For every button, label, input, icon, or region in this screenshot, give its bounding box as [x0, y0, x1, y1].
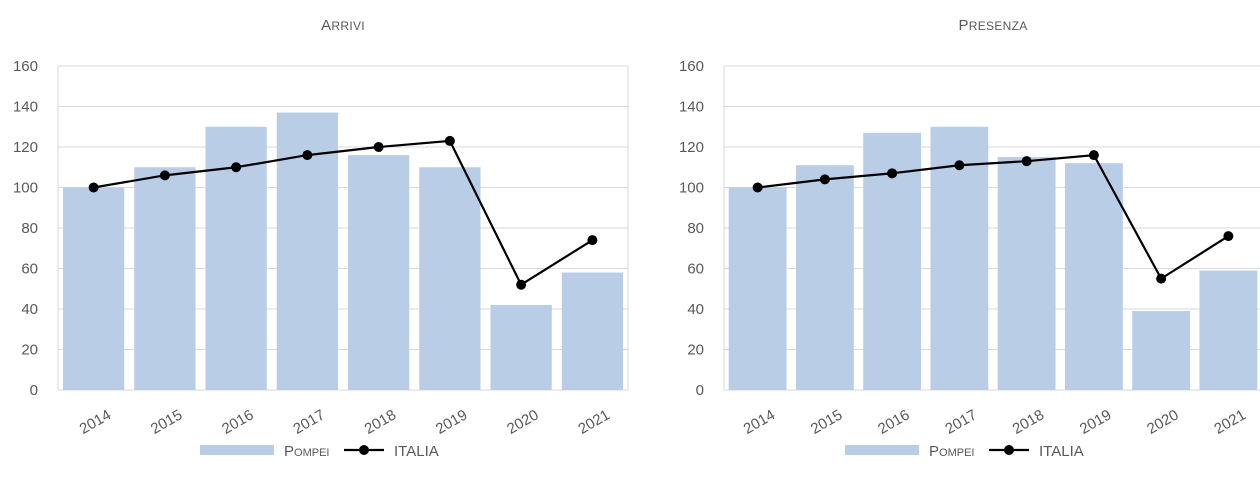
y-tick-label: 160: [13, 58, 38, 75]
legend-bar-swatch: [200, 445, 274, 455]
y-tick-label: 100: [679, 180, 704, 197]
legend-line-label: ITALIA: [394, 443, 439, 460]
bar: [1064, 163, 1123, 390]
x-tick-label: 2019: [1077, 406, 1114, 437]
bar: [62, 187, 125, 390]
line-point: [88, 182, 99, 193]
x-tick-label: 2020: [1144, 406, 1181, 437]
y-tick-label: 20: [21, 342, 38, 359]
line-point: [231, 162, 242, 173]
chart-2: PRESENZA 0 20 40 60 80 100 120 140 160 2014 2015 201…: [679, 17, 1260, 460]
bar: [1199, 270, 1258, 390]
bar: [419, 167, 481, 390]
y-tick-label: 60: [21, 261, 38, 278]
line-point: [954, 160, 965, 171]
y-tick-label: 140: [13, 99, 38, 116]
y-tick-label: 80: [687, 220, 704, 237]
bar: [134, 167, 196, 390]
legend-bar-swatch: [845, 445, 919, 455]
bar: [997, 157, 1056, 390]
y-tick-label: 60: [687, 261, 704, 278]
y-tick-label: 100: [13, 180, 38, 197]
x-tick-label: 2014: [77, 406, 114, 437]
y-tick-label: 120: [679, 139, 704, 156]
chart-1: ARRIVI 0 20 40 60 80 100 120 140 160 2014 2015 2016 2…: [13, 17, 629, 460]
x-tick-label: 2015: [148, 406, 185, 437]
x-tick-label: 2017: [942, 406, 979, 437]
line-point: [444, 135, 455, 146]
x-tick-label: 2020: [504, 406, 541, 437]
line-point: [887, 168, 898, 179]
line-point: [516, 279, 527, 290]
y-tick-label: 0: [696, 382, 704, 399]
line-point: [373, 142, 384, 152]
line-point: [1088, 150, 1099, 161]
x-tick-label: 2021: [575, 406, 612, 437]
y-tick-label: 0: [30, 382, 38, 399]
y-tick-label: 20: [687, 342, 704, 359]
line-point: [1223, 231, 1234, 242]
chart-title: ARRIVI: [321, 17, 365, 34]
legend-bar-label: POMPEI: [929, 443, 974, 460]
legend-line-marker: [1004, 445, 1014, 455]
x-tick-label: 2018: [362, 406, 399, 437]
line-point: [1021, 156, 1032, 167]
y-tick-label: 40: [21, 301, 38, 318]
y-tick-label: 160: [679, 58, 704, 75]
chart-title: PRESENZA: [958, 17, 1027, 34]
line-point: [587, 235, 598, 246]
x-tick-label: 2015: [808, 406, 845, 437]
bar: [1132, 311, 1191, 390]
bar: [728, 187, 787, 390]
legend-line-marker: [359, 445, 369, 455]
bar: [930, 126, 989, 390]
y-tick-label: 40: [687, 301, 704, 318]
x-tick-label: 2019: [433, 406, 470, 437]
line-point: [752, 182, 763, 193]
x-tick-label: 2016: [219, 406, 256, 437]
y-tick-label: 80: [21, 220, 38, 237]
series-line-italia: [757, 153, 1229, 281]
bar: [490, 304, 552, 390]
y-tick-label: 140: [679, 99, 704, 116]
legend-bar-label: POMPEI: [284, 443, 329, 460]
line-point: [159, 170, 170, 181]
bar: [561, 272, 624, 390]
x-tick-label: 2017: [290, 406, 327, 437]
bar: [795, 165, 854, 390]
x-tick-label: 2016: [875, 406, 912, 437]
x-tick-label: 2014: [741, 406, 778, 437]
line-point: [302, 150, 313, 161]
y-tick-label: 120: [13, 139, 38, 156]
bar: [347, 155, 410, 390]
line-point: [819, 174, 830, 185]
x-tick-label: 2018: [1010, 406, 1047, 437]
legend-line-label: ITALIA: [1039, 443, 1084, 460]
line-point: [1156, 273, 1167, 284]
x-tick-label: 2021: [1211, 406, 1248, 437]
series-line-italia: [93, 139, 593, 287]
